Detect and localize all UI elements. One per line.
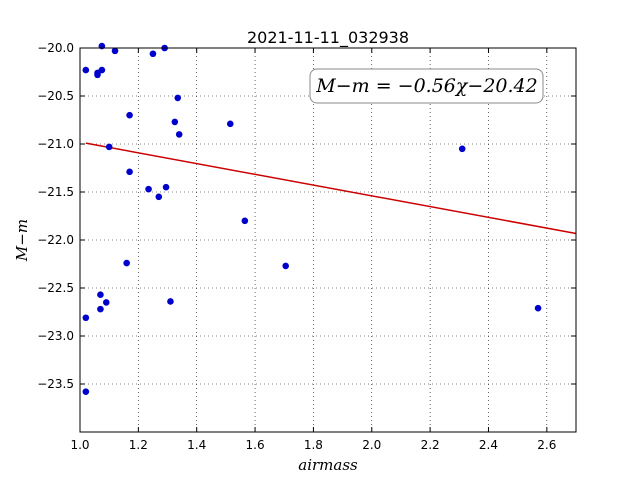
data-point	[111, 47, 119, 55]
x-tick-label: 1.6	[246, 438, 265, 452]
x-tick-label: 1.2	[129, 438, 148, 452]
x-tick-label: 2.0	[362, 438, 381, 452]
data-point	[458, 145, 466, 153]
data-point	[97, 291, 104, 299]
data-point	[94, 71, 101, 79]
data-point	[534, 304, 542, 312]
data-point	[155, 193, 163, 201]
x-tick-label: 2.6	[537, 438, 556, 452]
equation-box: M−m = −0.56χ−20.42	[309, 68, 544, 104]
data-point	[126, 168, 133, 176]
y-tick-label: −22.5	[37, 281, 74, 295]
data-point	[167, 298, 174, 305]
x-axis-label: airmass	[298, 456, 358, 474]
x-tick-label: 1.0	[70, 438, 89, 452]
y-tick-label: −23.5	[37, 377, 74, 391]
data-point	[162, 183, 170, 191]
y-tick-label: −21.0	[37, 137, 74, 151]
data-point	[105, 143, 113, 151]
y-axis-label: M−m	[13, 219, 31, 262]
axis-ticks: 1.0 1.2 1.4 1.6 1.8 2.0 2.2 2.4 2.6 −20.0 −20.5 −21…	[37, 41, 576, 452]
data-point	[241, 217, 249, 225]
data-point	[174, 94, 182, 102]
data-point	[175, 131, 183, 138]
data-point	[282, 262, 289, 270]
y-tick-label: −21.5	[37, 185, 74, 199]
data-point	[82, 388, 90, 395]
data-point	[145, 185, 152, 193]
data-point	[226, 120, 234, 128]
chart-title: 2021-11-11_032938	[247, 28, 409, 48]
data-point	[97, 305, 104, 313]
data-point	[82, 66, 90, 74]
x-tick-label: 1.8	[304, 438, 323, 452]
data-point	[98, 66, 106, 74]
x-tick-label: 2.4	[479, 438, 498, 452]
y-tick-label: −23.0	[37, 329, 74, 343]
equation-box-frame	[309, 68, 544, 104]
y-tick-label: −20.0	[37, 41, 74, 55]
fit-line	[85, 142, 577, 235]
plot-area	[82, 42, 577, 395]
data-point	[82, 314, 90, 322]
data-point	[102, 299, 110, 306]
y-tick-label: −22.0	[37, 233, 74, 247]
data-point	[149, 50, 157, 58]
data-point	[171, 118, 179, 126]
data-point	[126, 111, 133, 119]
y-tick-label: −20.5	[37, 89, 74, 103]
x-tick-label: 2.2	[421, 438, 440, 452]
x-tick-label: 1.4	[187, 438, 206, 452]
data-point	[123, 259, 130, 267]
equation-annotation: M−m = −0.56χ−20.42	[315, 75, 537, 97]
